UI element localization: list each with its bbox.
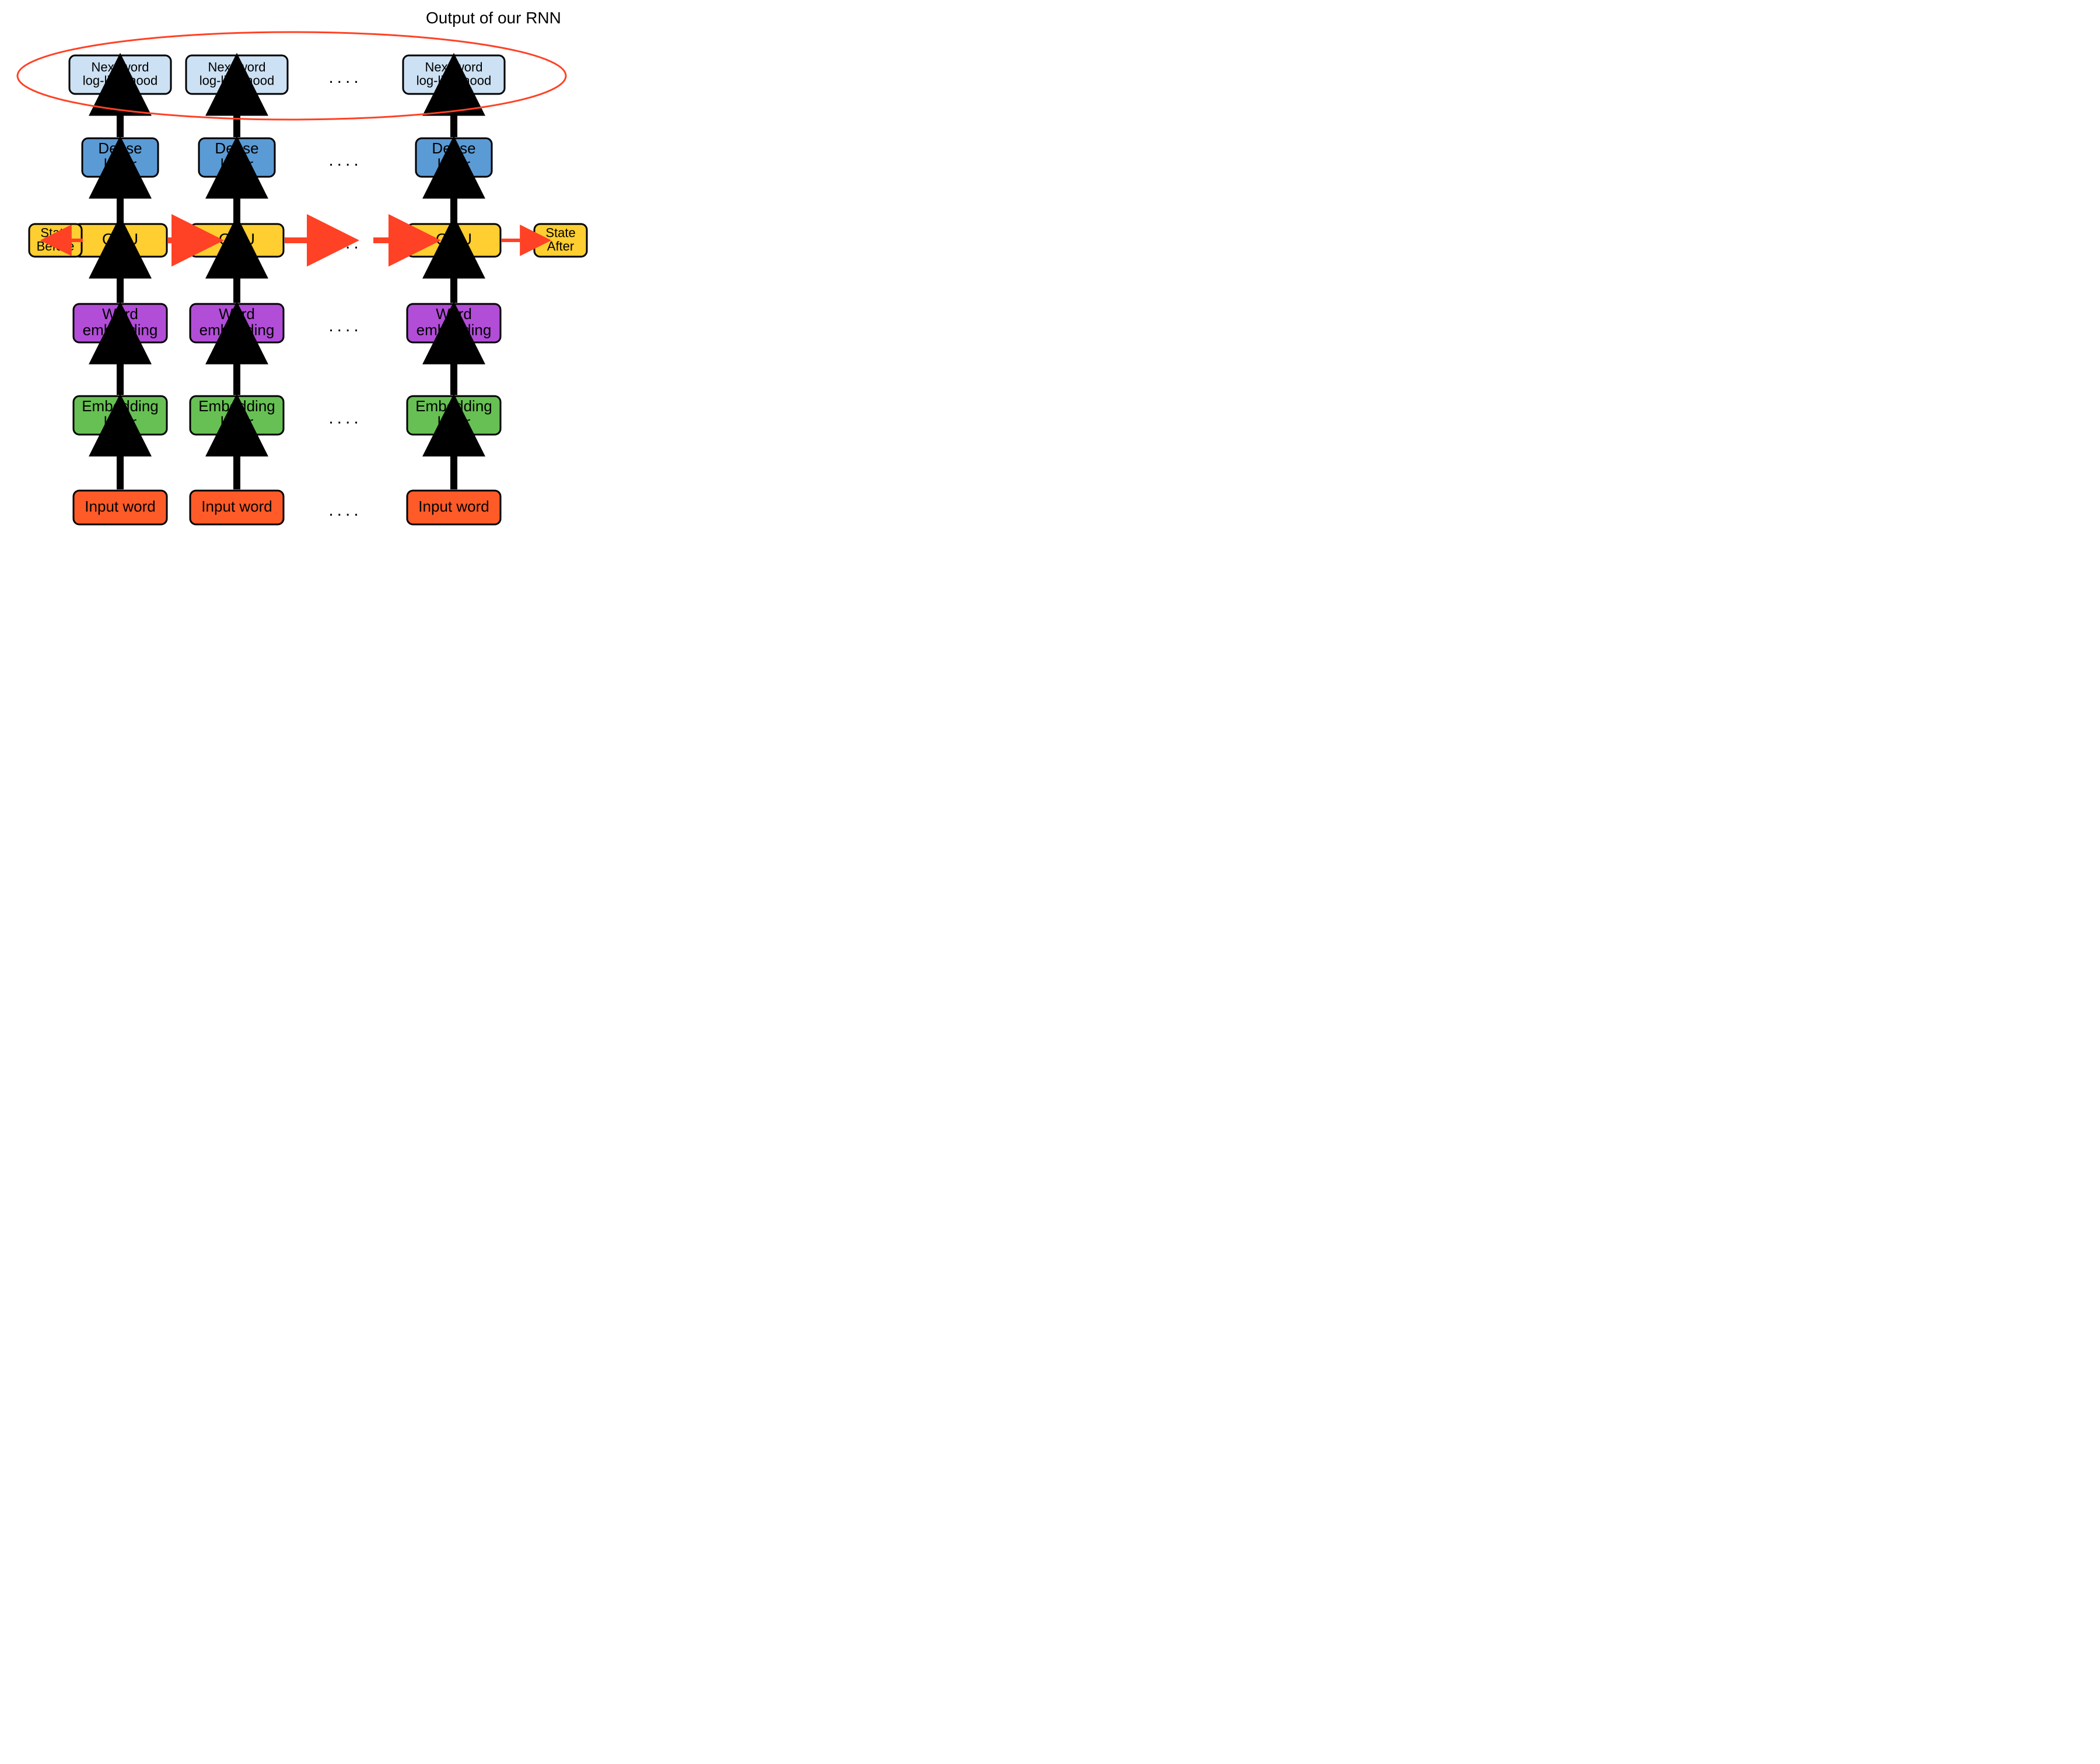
svg-text:Input word: Input word <box>201 498 272 515</box>
svg-text:layer: layer <box>220 414 254 431</box>
svg-text:Dense: Dense <box>215 139 258 157</box>
input-word-box: Input word <box>190 491 284 524</box>
next-word-box: Next wordlog-likelihood <box>69 55 171 94</box>
svg-text:embedding: embedding <box>83 321 158 339</box>
svg-text:GRU: GRU <box>102 230 138 248</box>
svg-text:layer: layer <box>438 156 471 173</box>
svg-text:layer: layer <box>104 156 137 173</box>
ellipsis: .... <box>328 68 362 87</box>
ellipsis: .... <box>328 233 362 253</box>
svg-text:embedding: embedding <box>200 321 275 339</box>
svg-text:Next word: Next word <box>91 60 149 74</box>
ellipsis: .... <box>328 408 362 428</box>
ellipsis: .... <box>328 501 362 520</box>
svg-text:log-likelihood: log-likelihood <box>416 73 491 88</box>
gru-box: GRU <box>407 224 501 257</box>
svg-text:Next word: Next word <box>425 60 482 74</box>
svg-text:Word: Word <box>436 305 472 323</box>
dense-layer-box: Denselayer <box>82 138 158 177</box>
dense-layer-box: Denselayer <box>199 138 275 177</box>
svg-text:Next word: Next word <box>208 60 265 74</box>
svg-text:State: State <box>545 225 575 240</box>
svg-text:layer: layer <box>438 414 471 431</box>
svg-text:embedding: embedding <box>416 321 492 339</box>
svg-text:Embedding: Embedding <box>82 397 159 415</box>
embedding-layer-box: Embeddinglayer <box>407 396 501 435</box>
svg-text:GRU: GRU <box>436 230 472 248</box>
gru-box: GRU <box>190 224 284 257</box>
svg-text:Input word: Input word <box>418 498 489 515</box>
svg-text:Embedding: Embedding <box>415 397 492 415</box>
svg-text:Dense: Dense <box>432 139 475 157</box>
svg-text:State: State <box>40 225 70 240</box>
gru-box: GRU <box>74 224 167 257</box>
svg-text:After: After <box>547 239 574 253</box>
word-embedding-box: Wordembedding <box>190 304 284 342</box>
embedding-layer-box: Embeddinglayer <box>190 396 284 435</box>
svg-text:Embedding: Embedding <box>198 397 275 415</box>
input-word-box: Input word <box>407 491 501 524</box>
output-annotation: Output of our RNN <box>426 9 561 27</box>
word-embedding-box: Wordembedding <box>407 304 501 342</box>
svg-text:Dense: Dense <box>98 139 142 157</box>
state-after-box: StateAfter <box>534 224 587 257</box>
dense-layer-box: Denselayer <box>416 138 492 177</box>
svg-text:log-likelihood: log-likelihood <box>83 73 158 88</box>
svg-text:Input word: Input word <box>85 498 155 515</box>
svg-text:layer: layer <box>220 156 254 173</box>
svg-text:Word: Word <box>102 305 138 323</box>
svg-text:GRU: GRU <box>219 230 255 248</box>
svg-text:Word: Word <box>219 305 255 323</box>
word-embedding-box: Wordembedding <box>74 304 167 342</box>
embedding-layer-box: Embeddinglayer <box>74 396 167 435</box>
svg-text:layer: layer <box>104 414 137 431</box>
next-word-box: Next wordlog-likelihood <box>403 55 505 94</box>
svg-text:log-likelihood: log-likelihood <box>200 73 274 88</box>
input-word-box: Input word <box>74 491 167 524</box>
next-word-box: Next wordlog-likelihood <box>186 55 288 94</box>
ellipsis: .... <box>328 316 362 335</box>
ellipsis: .... <box>328 150 362 170</box>
